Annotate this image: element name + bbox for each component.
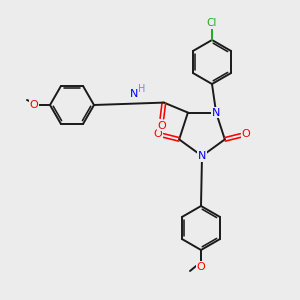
Text: Cl: Cl [207, 18, 217, 28]
Text: N: N [198, 151, 206, 161]
Text: O: O [30, 100, 38, 110]
Text: O: O [196, 262, 206, 272]
Text: O: O [154, 129, 163, 140]
Text: H: H [138, 84, 146, 94]
Text: N: N [130, 89, 138, 99]
Text: N: N [212, 108, 220, 118]
Text: O: O [242, 129, 250, 140]
Text: O: O [158, 121, 166, 130]
